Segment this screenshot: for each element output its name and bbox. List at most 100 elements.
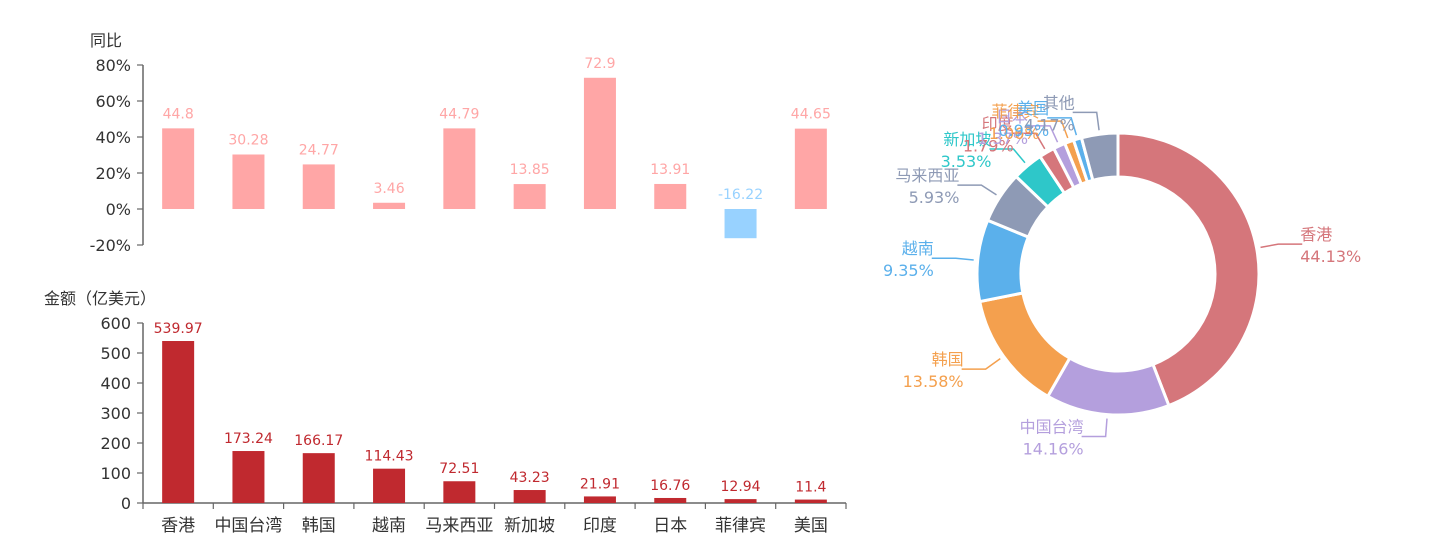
- amount-bar-chart: 金额（亿美元） 0 100 200 300 400 500 600 539.97 香港 173.2…: [44, 289, 847, 536]
- category-label: 美国: [794, 516, 828, 536]
- yoy-bar-value-label: 3.46: [373, 181, 404, 197]
- amount-bar-value-label: 114.43: [365, 449, 414, 465]
- yoy-bar: [654, 183, 687, 209]
- yoy-y-tick-label: 0%: [106, 200, 131, 219]
- amount-bar: [654, 497, 687, 503]
- amount-y-tick-label: 400: [100, 374, 131, 393]
- category-label: 新加坡: [504, 516, 555, 536]
- amount-bar: [232, 451, 265, 503]
- amount-axis-title: 金额（亿美元）: [44, 289, 156, 308]
- category-label: 香港: [161, 516, 195, 536]
- amount-bar-value-label: 16.76: [650, 478, 690, 494]
- donut-leader-line: [1047, 117, 1078, 136]
- yoy-bar-value-label: 44.79: [439, 106, 479, 122]
- yoy-y-tick-label: 80%: [95, 56, 131, 75]
- yoy-bar: [443, 128, 476, 209]
- yoy-axis-title: 同比: [90, 31, 122, 50]
- donut-leader-line: [1037, 120, 1069, 139]
- donut-slice-percent: 14.16%: [1023, 440, 1084, 459]
- amount-bar-value-label: 12.94: [721, 479, 761, 495]
- donut-slice: [977, 291, 1072, 399]
- donut-slice-percent: 1.06%: [989, 124, 1040, 143]
- amount-bar: [583, 496, 616, 503]
- yoy-bar-value-label: 13.85: [510, 162, 550, 178]
- yoy-bar: [232, 154, 265, 209]
- amount-bar-value-label: 21.91: [580, 476, 620, 492]
- donut-slice-percent: 4.17%: [1024, 115, 1075, 134]
- yoy-bar: [583, 77, 616, 209]
- yoy-y-tick-label: 20%: [95, 164, 131, 183]
- donut-leader-line: [1026, 125, 1059, 143]
- yoy-y-tick-label: -20%: [90, 236, 131, 255]
- donut-slice-percent: 13.58%: [903, 372, 964, 391]
- amount-bar: [443, 481, 476, 503]
- donut-slice-name: 日本: [996, 107, 1028, 126]
- category-label: 中国台湾: [214, 516, 282, 536]
- donut-slice-percent: 9.35%: [883, 261, 934, 280]
- category-label: 印度: [583, 516, 617, 536]
- amount-bar: [302, 453, 335, 503]
- category-label: 菲律宾: [715, 516, 766, 536]
- amount-bar: [513, 490, 546, 503]
- amount-bar-value-label: 11.4: [795, 480, 826, 496]
- amount-bar: [724, 499, 757, 503]
- donut-slice-name: 印度: [982, 114, 1014, 133]
- amount-bar-value-label: 173.24: [224, 431, 273, 447]
- yoy-bar: [513, 184, 546, 209]
- donut-slice-percent: 0.93%: [998, 121, 1049, 140]
- donut-slice-name: 韩国: [932, 350, 964, 369]
- donut-slice-name: 其他: [1043, 93, 1075, 112]
- amount-bar: [794, 499, 827, 503]
- donut-slice-name: 中国台湾: [1020, 418, 1084, 437]
- donut-slice-percent: 1.37%: [977, 129, 1028, 148]
- amount-y-tick-label: 300: [100, 404, 131, 423]
- yoy-bar: [794, 128, 827, 209]
- donut-slice-percent: 3.53%: [941, 152, 992, 171]
- yoy-bar: [162, 128, 195, 209]
- yoy-bar-value-label: -16.22: [718, 187, 763, 203]
- category-label: 马来西亚: [425, 516, 493, 536]
- amount-bar-value-label: 166.17: [294, 433, 343, 449]
- donut-leader-line: [931, 257, 974, 261]
- yoy-y-tick-label: 40%: [95, 128, 131, 147]
- donut-slice: [1116, 131, 1261, 408]
- yoy-bar-value-label: 44.65: [791, 107, 831, 123]
- donut-slice-name: 越南: [902, 239, 934, 258]
- amount-y-tick-label: 0: [121, 494, 131, 513]
- amount-y-tick-label: 500: [100, 344, 131, 363]
- donut-slice-name: 马来西亚: [895, 166, 959, 185]
- donut-leader-line: [1011, 132, 1046, 150]
- donut-slice: [1079, 131, 1120, 183]
- yoy-y-tick-label: 60%: [95, 92, 131, 111]
- yoy-bar-chart: 同比 -20% 0% 20% 40% 60% 80% 44.8 30.28 24.77 3.46 4…: [90, 31, 831, 255]
- yoy-bar: [724, 209, 757, 239]
- donut-slice-percent: 44.13%: [1300, 247, 1361, 266]
- share-donut-chart: 香港 44.13% 中国台湾 14.16% 韩国 13.58% 越南 9.35% 马来西亚 5.9…: [883, 93, 1361, 458]
- amount-y-tick-label: 600: [100, 314, 131, 333]
- category-label: 韩国: [302, 516, 336, 536]
- donut-slice-name: 新加坡: [943, 130, 991, 149]
- amount-bar: [373, 468, 406, 503]
- yoy-bar-value-label: 44.8: [163, 106, 194, 122]
- donut-slice-name: 美国: [1017, 99, 1049, 118]
- yoy-bar-value-label: 72.9: [584, 56, 615, 72]
- donut-slice-name: 菲律宾: [992, 102, 1040, 121]
- category-label: 越南: [372, 516, 406, 536]
- amount-bar-value-label: 539.97: [154, 321, 203, 337]
- donut-slice-percent: 1.79%: [963, 136, 1014, 155]
- amount-y-tick-label: 200: [100, 434, 131, 453]
- amount-y-tick-label: 100: [100, 464, 131, 483]
- donut-leader-line: [989, 148, 1026, 164]
- amount-bar-value-label: 43.23: [510, 470, 550, 486]
- category-label: 日本: [653, 516, 687, 536]
- yoy-bar-value-label: 13.91: [650, 162, 690, 178]
- yoy-bar: [302, 164, 335, 209]
- yoy-bar-value-label: 30.28: [228, 132, 268, 148]
- donut-leader-line: [961, 358, 1001, 370]
- amount-bar-value-label: 72.51: [439, 461, 479, 477]
- donut-leader-line: [1072, 111, 1100, 131]
- donut-leader-line: [1260, 243, 1303, 249]
- donut-slice-name: 香港: [1300, 225, 1332, 244]
- amount-bar: [162, 341, 195, 503]
